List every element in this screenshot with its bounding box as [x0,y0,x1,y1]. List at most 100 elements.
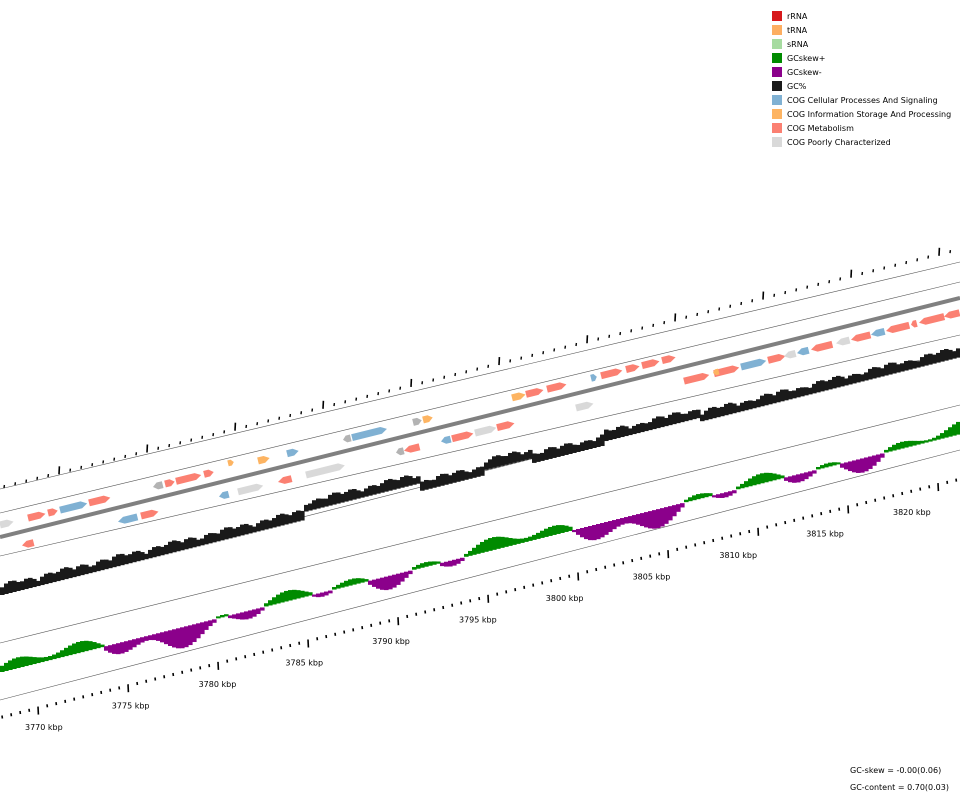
gc-skew-minus-bar [236,613,241,620]
gc-bar [236,527,241,537]
gc-skew-minus-bar [192,624,197,643]
cds-arrow [871,327,886,337]
gc-skew-minus-bar [184,626,189,648]
gc-bar [480,466,485,476]
gc-skew-plus-bar [928,439,933,442]
cds-arrow [164,479,175,488]
gc-bar [64,567,69,580]
gc-skew-minus-bar [116,643,121,655]
gc-skew-plus-bar [264,603,269,607]
gc-bar [772,395,777,404]
gc-skew-plus-bar [88,641,93,651]
gc-skew-minus-bar [812,470,817,474]
gc-skew-minus-bar [872,455,877,466]
gc-skew-minus-bar [580,527,585,538]
gc-skew-plus-bar [900,441,905,449]
gc-skew-minus-bar [860,458,865,473]
gc-skew-minus-bar [784,477,789,481]
gc-content-track [0,348,960,595]
gc-bar [472,469,477,478]
cds-features [0,309,960,548]
gc-skew-minus-bar [400,572,405,582]
gc-skew-plus-bar [892,444,897,451]
gc-skew-plus-bar [756,474,761,485]
cds-arrow [836,336,851,346]
gc-skew-plus-bar [336,584,341,589]
gc-bar [136,550,141,562]
cds-arrow [797,346,810,356]
cds-arrow [525,388,544,398]
cds-arrow [422,415,433,424]
gc-skew-plus-bar [952,424,957,436]
gc-bar [616,426,621,439]
gc-skew-minus-bar [876,454,881,462]
gc-skew-minus-bar [716,494,721,498]
legend-item-gcskew-plus: GCskew+ [772,51,951,65]
gc-bar [16,581,21,592]
gc-bar [864,372,869,381]
gc-skew-plus-bar [536,532,541,539]
gc-bar [580,442,585,451]
gc-skew-minus-bar [156,633,161,641]
gc-skew-minus-bar [396,573,401,585]
gc-skew-plus-bar [56,652,61,659]
gc-bar [880,368,885,377]
gc-bar [184,539,189,550]
gc-bar [584,440,589,450]
gc-content-stat: GC-content = 0.70(0.03) [850,783,949,792]
legend-item-cog-poorly: COG Poorly Characterized [772,135,951,149]
gc-skew-minus-bar [600,523,605,538]
gc-skew-plus-bar [52,654,57,660]
gc-bar [720,406,725,417]
gc-bar [100,559,105,571]
stats-panel: GC-skew = -0.00(0.06) GC-content = 0.70(… [850,766,949,800]
gc-bar [180,542,185,551]
gc-bar [576,444,581,452]
gc-bar [160,546,165,556]
gc-bar [328,494,333,506]
gc-skew-plus-bar [760,473,765,484]
gc-skew-plus-bar [280,592,285,603]
gc-skew-plus-bar [552,525,557,535]
gc-skew-plus-bar [684,499,689,503]
gc-bar [600,434,605,447]
gc-skew-minus-bar [188,625,193,646]
gc-bar [728,402,733,415]
gc-skew-minus-bar [456,558,461,564]
gc-skew-minus-bar [112,644,117,654]
gc-bar [48,572,53,584]
gc-bar [952,351,957,359]
legend-item-rrna: rRNA [772,9,951,23]
cog-cellular-swatch [772,95,782,105]
cds-arrow [59,501,88,514]
cds-arrow [227,459,234,467]
track-guide-lines [0,261,960,701]
legend-label: COG Metabolism [787,123,854,133]
gc-bar [76,566,81,577]
gc-skew-minus-bar [620,518,625,525]
legend: rRNA tRNA sRNA GCskew+ GCskew- GC% COG C… [772,9,951,149]
gc-bar [604,429,609,442]
outer-tick-marks [3,247,952,489]
gc-skew-minus-bar [208,620,213,627]
gc-bar [740,402,745,412]
gc-skew-plus-bar [84,640,89,652]
gc-skew-plus-bar [484,539,489,552]
gc-bar [396,480,401,489]
gc-bar [220,529,225,541]
gc-bar [696,409,701,419]
cds-arrow [713,368,720,376]
gc-bar [828,379,833,390]
gc-bar [724,403,729,416]
gc-skew-plus-bar [940,433,945,439]
legend-item-cog-metabolism: COG Metabolism [772,121,951,135]
gc-skew-minus-bar [172,629,177,648]
gc-skew-plus-bar [68,645,73,656]
gc-skew-minus-bar [844,462,849,470]
gc-skew-minus-bar [636,514,641,525]
gc-bar [428,480,433,489]
gc-skew-minus-bar [856,459,861,473]
gc-bar [84,564,89,575]
gc-bar [140,552,145,561]
gc-bar [836,375,841,388]
